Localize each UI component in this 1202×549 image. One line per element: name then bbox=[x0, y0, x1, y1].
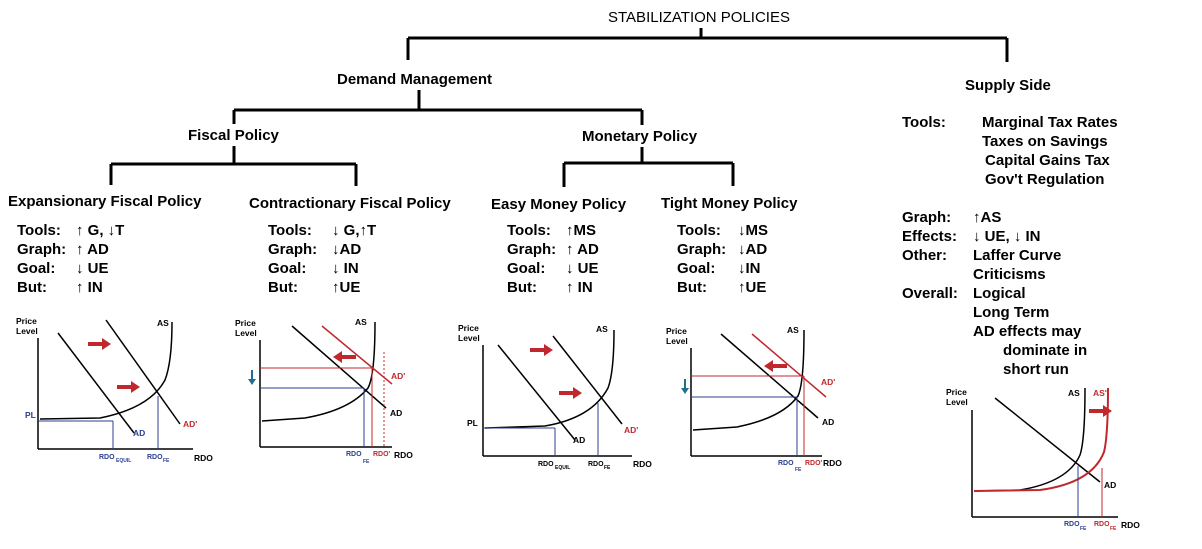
effects-value: ↓ UE, ↓ IN bbox=[973, 228, 1041, 245]
row-value: ↑ AD bbox=[76, 241, 109, 258]
row-value: ↑ IN bbox=[76, 279, 103, 296]
tool-item: Capital Gains Tax bbox=[985, 152, 1110, 169]
overall-value: Logical bbox=[973, 285, 1026, 302]
row-key: Graph: bbox=[268, 241, 318, 258]
row-key: But: bbox=[268, 279, 298, 296]
row-value: ↓IN bbox=[738, 260, 761, 277]
row-key: But: bbox=[17, 279, 47, 296]
row-value: ↓ G,↑T bbox=[332, 222, 377, 239]
row-key: Tools: bbox=[677, 222, 721, 239]
other-value: Laffer Curve bbox=[973, 247, 1062, 264]
monetary-policy-heading: Monetary Policy bbox=[582, 128, 698, 145]
overall-value: AD effects may bbox=[973, 323, 1082, 340]
tool-item: Gov't Regulation bbox=[985, 171, 1105, 188]
row-value: ↓ UE bbox=[76, 260, 109, 277]
fiscal-policy-heading: Fiscal Policy bbox=[188, 127, 279, 144]
overall-key: Overall: bbox=[902, 285, 958, 302]
demand-management-heading: Demand Management bbox=[337, 71, 493, 88]
row-key: Tools: bbox=[268, 222, 312, 239]
row-value: ↑UE bbox=[332, 279, 361, 296]
row-value: ↓ UE bbox=[566, 260, 599, 277]
tool-item: Taxes on Savings bbox=[982, 133, 1108, 150]
expansionary-heading: Expansionary Fiscal Policy bbox=[8, 193, 202, 210]
row-value: ↑ IN bbox=[566, 279, 593, 296]
overall-value: Long Term bbox=[973, 304, 1050, 321]
row-key: Goal: bbox=[268, 260, 307, 277]
graph-value: ↑AS bbox=[973, 209, 1002, 226]
row-key: Graph: bbox=[17, 241, 67, 258]
row-value: ↑ AD bbox=[566, 241, 599, 258]
row-key: Graph: bbox=[507, 241, 557, 258]
row-value: ↓ IN bbox=[332, 260, 359, 277]
row-value: ↑UE bbox=[738, 279, 767, 296]
overall-value: dominate in bbox=[1003, 342, 1088, 359]
supply-side-heading: Supply Side bbox=[965, 77, 1051, 94]
row-key: Goal: bbox=[677, 260, 716, 277]
row-key: Tools: bbox=[507, 222, 551, 239]
other-key: Other: bbox=[902, 247, 947, 264]
other-value: Criticisms bbox=[973, 266, 1046, 283]
tools-key: Tools: bbox=[902, 114, 946, 131]
contractionary-heading: Contractionary Fiscal Policy bbox=[249, 195, 451, 212]
row-key: Tools: bbox=[17, 222, 61, 239]
row-key: Goal: bbox=[507, 260, 546, 277]
page-title: STABILIZATION POLICIES bbox=[608, 9, 790, 26]
row-key: But: bbox=[677, 279, 707, 296]
row-key: But: bbox=[507, 279, 537, 296]
row-value: ↓MS bbox=[738, 222, 768, 239]
effects-key: Effects: bbox=[902, 228, 958, 245]
overall-value: short run bbox=[1003, 361, 1069, 378]
row-value: ↓AD bbox=[738, 241, 768, 258]
tool-item: Marginal Tax Rates bbox=[982, 114, 1118, 131]
tight-money-heading: Tight Money Policy bbox=[661, 195, 798, 212]
row-value: ↑MS bbox=[566, 222, 596, 239]
graph-key: Graph: bbox=[902, 209, 952, 226]
row-value: ↑ G, ↓T bbox=[76, 222, 125, 239]
row-key: Goal: bbox=[17, 260, 56, 277]
row-value: ↓AD bbox=[332, 241, 362, 258]
row-key: Graph: bbox=[677, 241, 727, 258]
easy-money-heading: Easy Money Policy bbox=[491, 196, 627, 213]
